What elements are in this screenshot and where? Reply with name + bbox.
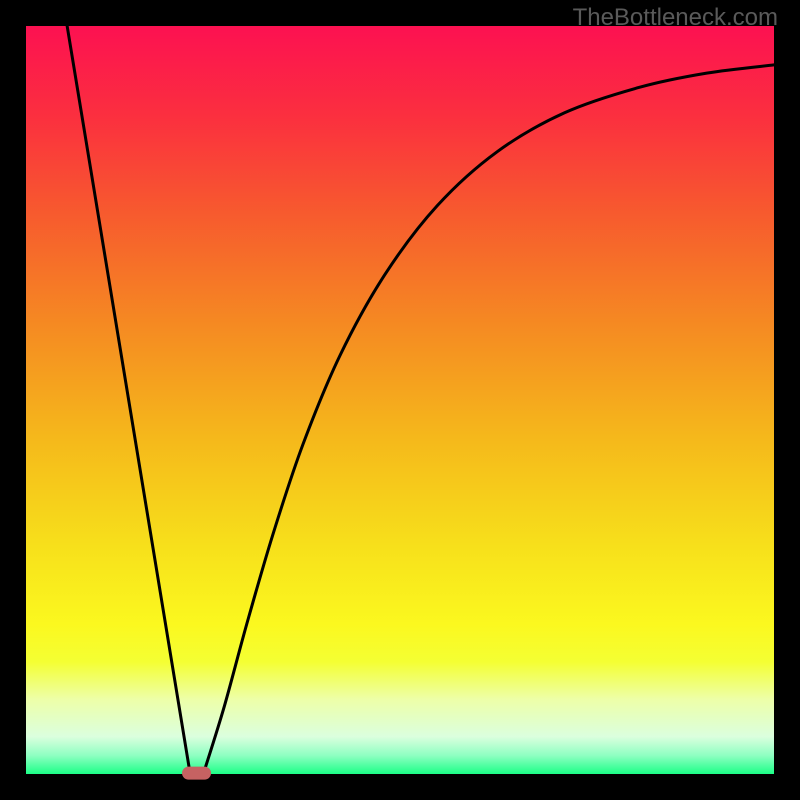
chart-frame: TheBottleneck.com <box>0 0 800 800</box>
bottleneck-curve <box>26 26 774 774</box>
frame-border-bottom <box>0 774 800 800</box>
frame-border-left <box>0 0 26 800</box>
watermark-text: TheBottleneck.com <box>573 4 778 32</box>
frame-border-right <box>774 0 800 800</box>
plot-area <box>26 26 774 774</box>
